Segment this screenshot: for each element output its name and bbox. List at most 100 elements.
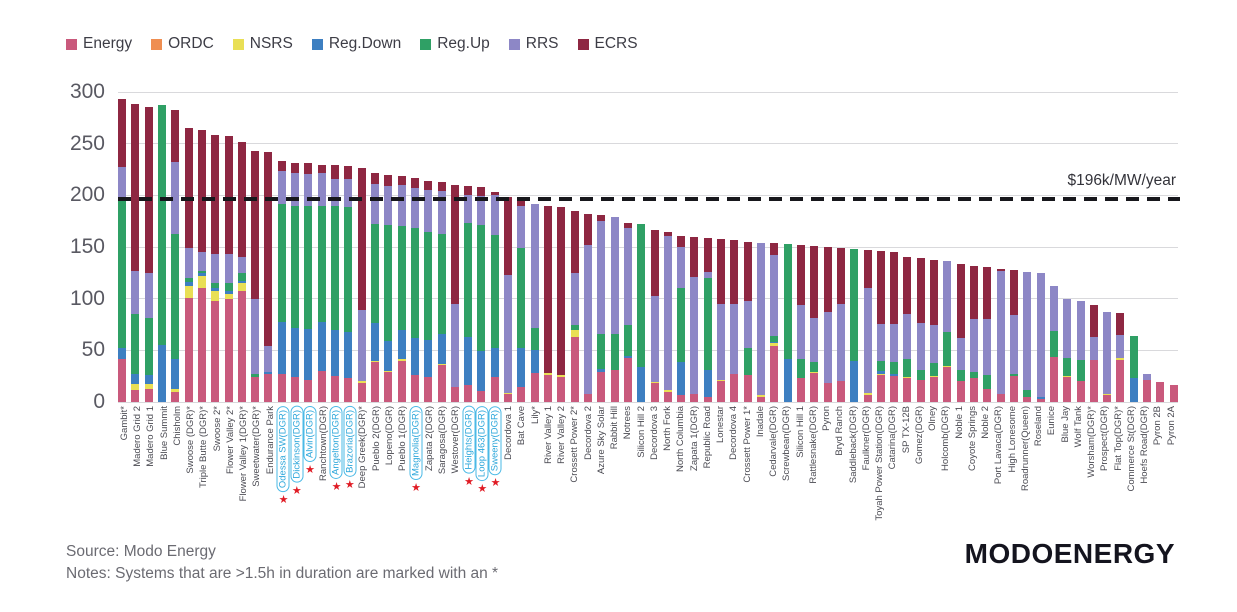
x-label-cell: Zapata 2(DGR) xyxy=(423,406,436,546)
segment-energy xyxy=(757,396,765,402)
x-label-cell: Lonestar xyxy=(714,406,727,546)
x-label: Commerce St(DGR) xyxy=(1125,406,1137,492)
star-icon: ★ xyxy=(477,483,488,496)
x-label-highlighted: Odessa SW(DGR) xyxy=(277,406,290,493)
bar-zapata-1-dgr- xyxy=(690,236,699,402)
segment-energy xyxy=(144,388,153,402)
x-label-cell: Rabbit Hill xyxy=(608,406,621,546)
segment-energy xyxy=(504,393,513,402)
bar-zapata-2-dgr- xyxy=(424,180,433,402)
segment-ecrs xyxy=(623,223,632,229)
segment-ecrs xyxy=(956,263,965,338)
segment-energy xyxy=(690,393,699,402)
segment-ecrs xyxy=(384,174,393,187)
segment-reg-up xyxy=(1076,359,1085,382)
segment-reg-up xyxy=(410,228,419,338)
x-label: Rabbit Hill xyxy=(609,406,620,450)
bar-noble-2 xyxy=(983,266,992,402)
segment-reg-up xyxy=(197,270,206,273)
segment-energy xyxy=(530,373,539,402)
segment-reg-up xyxy=(796,358,805,379)
segment-energy xyxy=(517,386,526,402)
segment-ecrs xyxy=(504,197,513,275)
bar-pyron xyxy=(823,247,832,402)
segment-reg-up xyxy=(370,224,379,324)
bar-commerce-st-dgr- xyxy=(1129,335,1138,402)
x-label-cell: Flower Valley 1(DGR)* xyxy=(237,406,250,546)
bar-loop-463-dgr- xyxy=(477,187,486,402)
x-label-cell: River Valley 2 xyxy=(555,406,568,546)
segment-energy xyxy=(743,375,752,402)
segment-nsrs xyxy=(930,376,939,378)
modoenergy-logo: MODOENERGY xyxy=(964,538,1175,569)
x-label-cell: Silicon Hill 2 xyxy=(635,406,648,546)
segment-reg-down xyxy=(264,372,273,375)
segment-energy xyxy=(770,346,779,402)
x-label-cell: Faulkner(DGR) xyxy=(860,406,873,546)
bar-blue-jay xyxy=(1063,298,1072,402)
bar-lopeno-dgr- xyxy=(384,174,393,402)
segment-ecrs xyxy=(357,168,366,311)
x-label: Pyron 2B xyxy=(1152,406,1164,446)
segment-rrs xyxy=(916,323,925,370)
segment-energy xyxy=(930,377,939,402)
segment-energy xyxy=(397,360,406,402)
segment-ecrs xyxy=(690,236,699,277)
legend-item-nsrs: NSRS xyxy=(232,35,293,53)
x-label: Zapata 1(DGR) xyxy=(688,406,700,471)
segment-reg-down xyxy=(344,331,353,379)
segment-reg-up xyxy=(1023,389,1032,397)
segment-rrs xyxy=(970,319,978,373)
x-label-cell: Magnolia(DGR) ★ xyxy=(409,406,423,546)
segment-reg-up xyxy=(331,205,339,330)
segment-ecrs xyxy=(211,135,220,255)
bar-decordova-2 xyxy=(583,213,592,402)
segment-reg-up xyxy=(530,327,539,351)
segment-energy xyxy=(197,288,206,402)
segment-reg-down xyxy=(490,348,499,378)
segment-reg-up xyxy=(517,248,526,349)
star-icon: ★ xyxy=(331,480,342,493)
x-label: Flower Valley 1(DGR)* xyxy=(238,406,249,502)
segment-rrs xyxy=(131,270,140,315)
segment-reg-down xyxy=(1036,396,1045,399)
segment-reg-down xyxy=(623,355,632,358)
x-label: Triple Butte (DGR)* xyxy=(198,406,210,488)
segment-reg-up xyxy=(1049,330,1058,357)
segment-ecrs xyxy=(557,206,566,376)
x-label-cell: Dickinson(DGR) ★ xyxy=(290,406,303,546)
segment-reg-down xyxy=(410,337,419,376)
segment-energy xyxy=(890,376,899,402)
segment-nsrs xyxy=(237,283,246,292)
bar-flower-valley-2- xyxy=(224,136,233,402)
segment-rrs xyxy=(530,203,539,328)
bar-river-valley-2 xyxy=(557,206,566,402)
segment-reg-down xyxy=(131,374,140,385)
segment-rrs xyxy=(291,172,300,206)
segment-rrs xyxy=(410,188,419,229)
x-label: Wolf Tank xyxy=(1072,406,1084,448)
x-label-cell: Blue Summit xyxy=(158,406,171,546)
bar-rabbit-hill xyxy=(610,217,619,402)
legend-item-ordc: ORDC xyxy=(151,35,214,53)
segment-energy xyxy=(703,396,712,402)
legend-label: Energy xyxy=(83,35,133,52)
segment-ecrs xyxy=(490,192,499,196)
segment-energy xyxy=(730,374,739,402)
segment-nsrs xyxy=(1063,376,1072,378)
segment-reg-up xyxy=(890,361,899,375)
segment-energy xyxy=(1143,380,1152,402)
bar-roseland xyxy=(1036,272,1045,402)
bar-pueblo-1-dgr- xyxy=(397,175,406,402)
segment-rrs xyxy=(517,205,526,249)
bar-rattlesnake-dgr- xyxy=(810,246,819,402)
x-label: Decordova 3 xyxy=(648,406,660,460)
x-label: Madero Grid 1 xyxy=(145,406,157,467)
segment-rrs xyxy=(504,274,513,393)
x-label: Roseland xyxy=(1033,406,1044,447)
segment-nsrs xyxy=(544,373,552,376)
bar-chisholm xyxy=(171,109,180,402)
segment-nsrs xyxy=(570,329,579,337)
segment-rrs xyxy=(770,255,779,336)
x-label-cell: Pyron 2A xyxy=(1165,406,1178,546)
